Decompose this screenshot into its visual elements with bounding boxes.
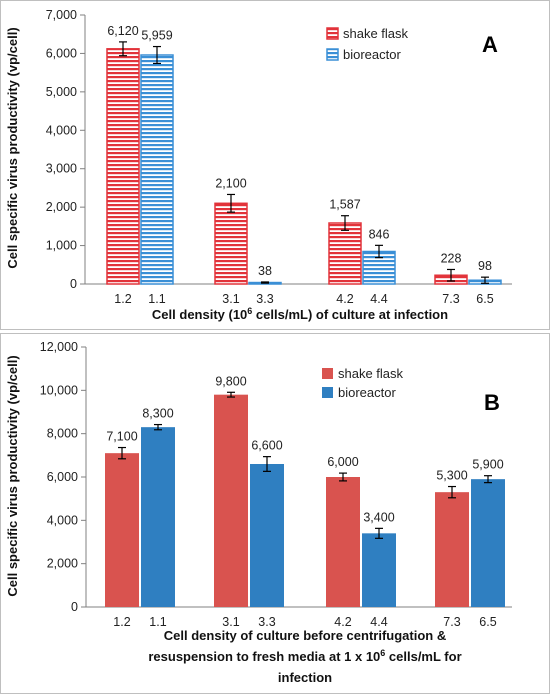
data-label-bioreactor: 5,900 xyxy=(472,458,503,472)
legend: shake flask bioreactor xyxy=(326,26,409,62)
bar-shake-flask xyxy=(214,202,248,285)
y-tick-label: 1,000 xyxy=(46,239,77,253)
x-axis-title-line-3: infection xyxy=(278,670,332,685)
bar-shake-flask xyxy=(106,48,140,285)
y-axis-title: Cell specific virus productivity (vp/cel… xyxy=(5,27,20,268)
x-tick-label: 1.2 xyxy=(113,615,130,629)
data-label-shake-flask: 6,000 xyxy=(327,455,358,469)
y-tick-label: 0 xyxy=(71,600,78,614)
y-tick-label: 2,000 xyxy=(47,557,78,571)
y-tick-label: 6,000 xyxy=(47,470,78,484)
bar-shake-flask xyxy=(328,222,362,285)
data-label-shake-flask: 9,800 xyxy=(215,374,246,388)
x-tick-label: 6.5 xyxy=(476,292,493,306)
x-tick-label: 1.1 xyxy=(148,292,165,306)
data-label-shake-flask: 6,120 xyxy=(107,24,138,38)
y-axis-title: Cell specific virus productivity (vp/cel… xyxy=(5,355,20,596)
y-tick-label: 12,000 xyxy=(40,340,78,354)
y-tick-label: 3,000 xyxy=(46,162,77,176)
x-axis-title: Cell density (106 cells/mL) of culture a… xyxy=(152,306,448,322)
x-tick-label: 3.3 xyxy=(256,292,273,306)
x-axis-title-part: cells/mL) of culture at infection xyxy=(252,307,448,322)
legend-label-shake-flask: shake flask xyxy=(343,26,409,41)
legend-label-bioreactor: bioreactor xyxy=(338,385,396,400)
data-label-bioreactor: 38 xyxy=(258,264,272,278)
y-axis: 0 2,000 4,000 6,000 8,000 10,000 12,000 xyxy=(40,340,87,614)
y-tick-label: 4,000 xyxy=(47,513,78,527)
bar-shake-flask xyxy=(105,453,139,607)
chart-panel-b: Cell specific virus productivity (vp/cel… xyxy=(0,333,550,694)
data-label-shake-flask: 228 xyxy=(441,251,462,265)
data-label-bioreactor: 846 xyxy=(369,227,390,241)
legend-swatch-shake-flask xyxy=(322,368,333,379)
data-label-shake-flask: 5,300 xyxy=(436,469,467,483)
y-tick-label: 4,000 xyxy=(46,123,77,137)
data-label-shake-flask: 7,100 xyxy=(106,430,137,444)
bar-bioreactor xyxy=(141,427,175,607)
bar-series: 7,100 8,300 9,800 6,600 6,000 3,400 5,300 5,900 xyxy=(105,374,505,607)
data-label-bioreactor: 8,300 xyxy=(142,407,173,421)
panel-label: A xyxy=(482,32,498,57)
x-tick-label: 4.2 xyxy=(334,615,351,629)
legend-swatch-bioreactor xyxy=(326,48,339,61)
bar-bioreactor xyxy=(250,464,284,607)
y-tick-label: 7,000 xyxy=(46,8,77,22)
x-tick-label: 4.4 xyxy=(370,615,387,629)
y-tick-label: 5,000 xyxy=(46,85,77,99)
data-label-bioreactor: 98 xyxy=(478,259,492,273)
x-tick-label: 7.3 xyxy=(443,615,460,629)
x-axis-title-exponent: 6 xyxy=(380,648,385,658)
y-axis: 0 1,000 2,000 3,000 4,000 5,000 6,000 7,000 xyxy=(46,8,86,291)
x-tick-label: 7.3 xyxy=(442,292,459,306)
legend-swatch-shake-flask xyxy=(326,27,339,40)
x-axis-title-part: Cell density (10 xyxy=(152,307,247,322)
legend: shake flask bioreactor xyxy=(322,366,404,400)
data-label-bioreactor: 6,600 xyxy=(251,439,282,453)
data-label-shake-flask: 1,587 xyxy=(329,198,360,212)
data-label-bioreactor: 5,959 xyxy=(141,29,172,43)
x-tick-label: 6.5 xyxy=(479,615,496,629)
y-tick-label: 8,000 xyxy=(47,427,78,441)
bar-series: 6,120 5,959 2,100 38 1,587 846 228 98 xyxy=(106,24,502,285)
x-tick-label: 3.1 xyxy=(222,615,239,629)
legend-label-shake-flask: shake flask xyxy=(338,366,404,381)
bar-bioreactor xyxy=(471,479,505,607)
legend-swatch-bioreactor xyxy=(322,387,333,398)
x-tick-label: 3.3 xyxy=(258,615,275,629)
legend-label-bioreactor: bioreactor xyxy=(343,47,401,62)
y-tick-label: 6,000 xyxy=(46,46,77,60)
x-tick-label: 1.2 xyxy=(114,292,131,306)
x-axis-title-part: resuspension to fresh media at 1 x 10 xyxy=(148,649,380,664)
bar-bioreactor xyxy=(362,533,396,607)
bar-shake-flask xyxy=(326,477,360,607)
bar-shake-flask xyxy=(435,492,469,607)
x-axis-title-line-2: resuspension to fresh media at 1 x 106 c… xyxy=(148,648,461,664)
panel-label: B xyxy=(484,390,500,415)
y-tick-label: 10,000 xyxy=(40,383,78,397)
x-tick-label: 4.4 xyxy=(370,292,387,306)
x-axis-title: Cell density of culture before centrifug… xyxy=(148,628,461,685)
x-tick-label: 1.1 xyxy=(149,615,166,629)
chart-panel-a: Cell specific virus productivity (vp/cel… xyxy=(0,0,550,330)
x-axis-title-line-1: Cell density of culture before centrifug… xyxy=(164,628,446,643)
x-axis-title-part: cells/mL for xyxy=(385,649,461,664)
y-tick-label: 2,000 xyxy=(46,200,77,214)
y-tick-label: 0 xyxy=(70,277,77,291)
bar-shake-flask xyxy=(214,394,248,607)
data-label-shake-flask: 2,100 xyxy=(215,176,246,190)
x-tick-label: 3.1 xyxy=(222,292,239,306)
x-tick-label: 4.2 xyxy=(336,292,353,306)
data-label-bioreactor: 3,400 xyxy=(363,510,394,524)
x-axis-title-exponent: 6 xyxy=(247,306,252,316)
bar-bioreactor xyxy=(140,54,174,285)
